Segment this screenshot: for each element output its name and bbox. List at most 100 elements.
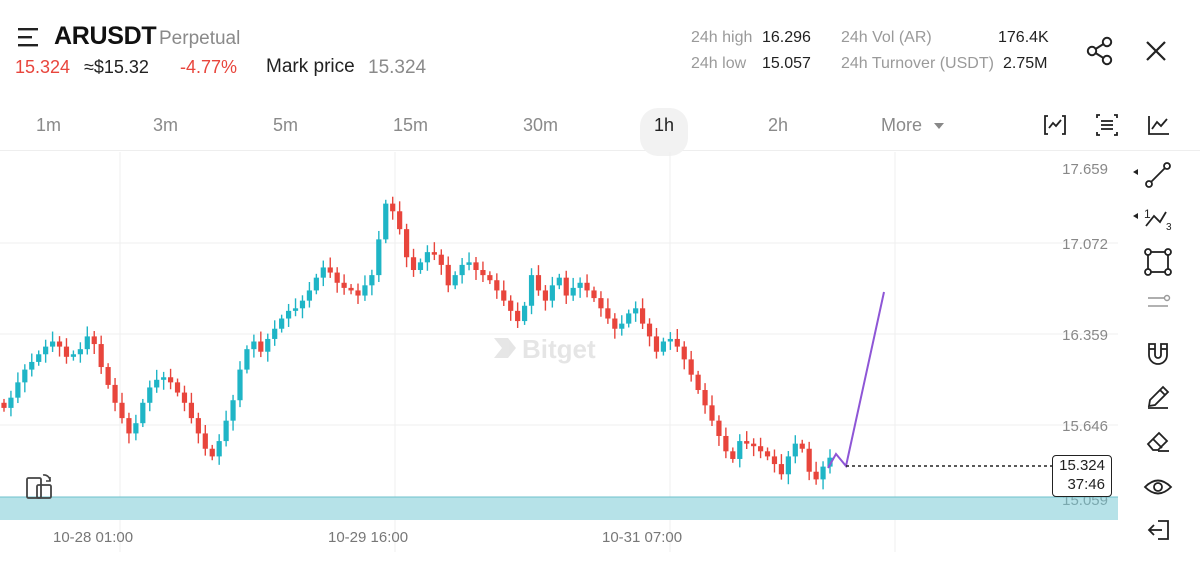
landscape-toggle-icon[interactable] xyxy=(25,472,55,502)
candle-body xyxy=(764,451,771,457)
symbol-title[interactable]: ARUSDT xyxy=(54,22,157,50)
tab-15m[interactable]: 15m xyxy=(393,115,429,135)
candle-body xyxy=(563,277,569,296)
tab-more-label: More xyxy=(881,115,923,135)
stat-low-label: 24h low xyxy=(691,55,747,72)
candle-body xyxy=(806,448,812,472)
svg-text:3: 3 xyxy=(1166,222,1172,232)
candle-body xyxy=(591,290,597,299)
stat-vol-label: 24h Vol (AR) xyxy=(841,29,932,46)
eye-icon[interactable] xyxy=(1143,476,1173,498)
candle-body xyxy=(15,382,21,398)
candle-body xyxy=(251,341,257,350)
candle-body xyxy=(438,254,444,265)
candle-body xyxy=(403,229,410,258)
candle-body xyxy=(452,275,458,286)
rectangle-tool-icon[interactable] xyxy=(1144,248,1172,276)
pencil-icon[interactable] xyxy=(1145,384,1171,410)
menu-icon[interactable] xyxy=(18,26,44,48)
horizontal-line-tool-icon[interactable] xyxy=(1144,292,1172,312)
candle-body xyxy=(383,203,389,240)
candle-body xyxy=(154,379,160,388)
candle-body xyxy=(639,308,646,324)
magnet-icon[interactable] xyxy=(1145,340,1171,368)
candle-body xyxy=(397,211,403,230)
candle-body xyxy=(1,402,7,408)
candle-body xyxy=(542,290,549,301)
candle-body xyxy=(112,384,118,403)
exit-icon[interactable] xyxy=(1146,518,1172,542)
candle-body xyxy=(619,323,625,329)
candle-body xyxy=(209,448,215,457)
candle-body xyxy=(306,290,313,301)
candle-body xyxy=(702,390,708,406)
candle-body xyxy=(653,336,660,352)
candle-body xyxy=(778,464,785,475)
current-price-tag: 15.324 37:46 xyxy=(1052,455,1112,497)
candle-body xyxy=(827,457,833,467)
eraser-icon[interactable] xyxy=(1145,428,1171,454)
candle-body xyxy=(29,361,35,370)
mark-price-label: Mark price xyxy=(266,56,355,77)
mark-price-value: 15.324 xyxy=(368,57,427,78)
candles xyxy=(1,196,833,490)
fibonacci-tool-icon[interactable]: 1 3 xyxy=(1132,204,1176,232)
candle-body xyxy=(244,349,250,370)
candle-body xyxy=(646,323,653,337)
chart-type-icon[interactable] xyxy=(1147,114,1171,136)
tab-2h[interactable]: 2h xyxy=(768,115,789,135)
chart-area[interactable]: Bitget 17.659 17.072 16.359 15.646 15.05… xyxy=(0,152,1120,552)
stat-low-value: 15.057 xyxy=(762,55,811,72)
svg-text:1: 1 xyxy=(1144,207,1151,221)
candle-body xyxy=(223,420,229,442)
tab-1h[interactable]: 1h xyxy=(640,108,689,156)
candle-body xyxy=(515,310,521,322)
close-icon[interactable] xyxy=(1145,40,1167,62)
trend-drawing-line xyxy=(827,291,885,469)
candle-body xyxy=(577,282,583,288)
candle-body xyxy=(174,382,181,393)
candle-body xyxy=(695,374,701,391)
candle-body xyxy=(674,338,680,347)
settings-list-icon[interactable] xyxy=(1096,113,1118,137)
tab-1m[interactable]: 1m xyxy=(36,115,62,135)
candle-body xyxy=(195,418,201,434)
candle-body xyxy=(341,282,347,288)
tab-30m[interactable]: 30m xyxy=(523,115,559,135)
candle-body xyxy=(36,354,42,362)
candle-body xyxy=(272,328,278,339)
candle-body xyxy=(792,443,798,457)
candle-body xyxy=(466,262,472,265)
candle-body xyxy=(723,435,729,452)
candle-body xyxy=(605,308,611,319)
candle-body xyxy=(390,203,396,212)
candle-body xyxy=(369,275,375,286)
candle-body xyxy=(202,433,208,449)
candle-body xyxy=(431,252,437,255)
candlestick-chart[interactable]: Bitget xyxy=(0,152,1120,552)
indicator-icon[interactable] xyxy=(1043,114,1067,136)
price-tick-4: 15.646 xyxy=(1062,418,1108,435)
candle-body xyxy=(265,338,271,352)
tab-3m[interactable]: 3m xyxy=(153,115,179,135)
candle-body xyxy=(487,275,493,281)
candle-body xyxy=(230,400,236,421)
tab-more[interactable]: More xyxy=(881,114,945,150)
last-price: 15.324 xyxy=(15,57,71,77)
candle-body xyxy=(161,377,167,380)
current-price-value: 15.324 xyxy=(1059,457,1105,474)
candle-body xyxy=(424,252,431,263)
stat-turnover-value: 2.75M xyxy=(1003,55,1048,72)
candle-body xyxy=(56,341,63,347)
candle-body xyxy=(473,262,479,271)
candle-body xyxy=(362,285,368,296)
tab-5m[interactable]: 5m xyxy=(273,115,299,135)
candle-body xyxy=(521,305,528,322)
trend-line-tool-icon[interactable] xyxy=(1132,162,1176,188)
candle-body xyxy=(299,300,306,309)
stat-vol-value: 176.4K xyxy=(998,29,1049,46)
chart-grid xyxy=(0,152,1118,552)
candle-body xyxy=(633,308,639,314)
share-icon[interactable] xyxy=(1086,36,1114,66)
stat-turnover-label: 24h Turnover (USDT) xyxy=(841,55,994,72)
